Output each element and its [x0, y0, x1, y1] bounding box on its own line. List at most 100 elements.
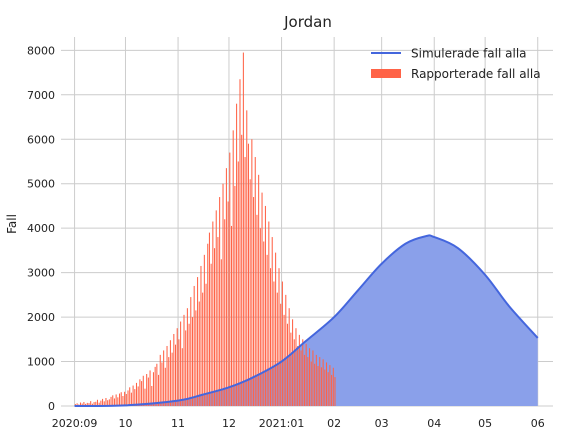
reported-bar: [331, 374, 333, 406]
reported-bar: [168, 357, 170, 406]
reported-bar: [315, 354, 317, 406]
reported-bars-layer: [74, 52, 336, 407]
reported-bar: [317, 365, 319, 406]
reported-bar: [79, 402, 82, 406]
reported-bar: [230, 225, 233, 406]
reported-bar: [312, 350, 314, 406]
reported-bar: [324, 369, 326, 406]
reported-bar: [298, 334, 300, 406]
x-tick-label: 2020:09: [52, 417, 98, 430]
reported-bar: [100, 400, 102, 406]
reported-bar: [276, 292, 278, 406]
y-tick-label: 6000: [27, 133, 55, 146]
reported-bar: [288, 308, 290, 406]
y-tick-label: 7000: [27, 89, 55, 102]
reported-bar: [278, 268, 280, 406]
x-tick-label: 02: [327, 417, 341, 430]
reported-bar: [256, 214, 258, 406]
x-tick-label: 03: [375, 417, 389, 430]
y-tick-label: 1000: [27, 356, 55, 369]
reported-bar: [205, 283, 207, 406]
reported-bar: [293, 339, 295, 406]
reported-bar: [246, 110, 248, 407]
reported-bar: [285, 294, 287, 406]
reported-bar: [327, 372, 329, 406]
reported-bar: [202, 292, 204, 406]
reported-bar: [269, 268, 272, 406]
reported-bar: [156, 363, 158, 406]
reported-bar: [198, 301, 200, 406]
x-tick-label: 12: [222, 417, 236, 430]
legend-label-simulated: Simulerade fall alla: [411, 47, 527, 61]
reported-bar: [159, 354, 161, 406]
reported-bar: [249, 179, 251, 406]
reported-bar: [195, 310, 197, 406]
simulated-area: [74, 235, 538, 406]
x-tick-label: 06: [531, 417, 545, 430]
reported-bar: [329, 365, 331, 406]
reported-bar: [169, 340, 171, 406]
reported-bar: [212, 221, 214, 406]
reported-bar: [154, 366, 156, 406]
reported-bar: [219, 197, 221, 406]
reported-bar: [127, 390, 129, 406]
reported-bar: [320, 367, 322, 406]
reported-bar: [166, 345, 168, 406]
reported-bar: [142, 375, 144, 406]
reported-bar: [107, 400, 109, 406]
reported-bar: [242, 52, 244, 406]
reported-bar: [237, 161, 239, 406]
reported-bar: [178, 339, 180, 406]
reported-bar: [76, 403, 78, 406]
legend-label-reported: Rapporterade fall alla: [411, 67, 541, 81]
reported-bar: [174, 344, 177, 406]
reported-bar: [197, 277, 199, 406]
chart-title: Jordan: [283, 13, 332, 31]
reported-bar: [132, 385, 134, 406]
reported-bar: [81, 403, 83, 406]
reported-bar: [319, 357, 321, 406]
reported-bar: [119, 393, 121, 406]
reported-bar: [253, 197, 255, 406]
reported-bar: [220, 259, 222, 406]
reported-bar: [208, 232, 210, 406]
reported-bar: [310, 361, 312, 406]
reported-bar: [95, 401, 97, 406]
y-tick-label: 8000: [27, 44, 55, 57]
reported-bar: [217, 237, 219, 406]
reported-bar: [232, 130, 234, 406]
reported-bar: [227, 201, 229, 406]
reported-bar: [247, 143, 249, 406]
reported-bar: [200, 265, 202, 406]
reported-bar: [96, 399, 99, 406]
reported-bar: [297, 345, 299, 406]
reported-bar: [141, 381, 143, 406]
reported-bar: [129, 387, 131, 406]
reported-bar: [86, 402, 88, 406]
reported-bar: [113, 398, 115, 406]
reported-bar: [268, 221, 270, 406]
reported-bar: [134, 389, 136, 406]
reported-bar: [261, 192, 263, 406]
reported-bar: [286, 323, 289, 406]
reported-bar: [264, 205, 266, 406]
reported-bar: [122, 395, 124, 406]
y-tick-label: 5000: [27, 178, 55, 191]
y-axis-title: Fall: [5, 214, 19, 234]
reported-bar: [229, 152, 231, 406]
reported-bar: [203, 254, 205, 406]
y-tick-label: 3000: [27, 267, 55, 280]
simulated-line: [74, 234, 539, 407]
reported-bar: [210, 263, 212, 406]
reported-bar: [273, 281, 275, 406]
x-tick-label: 04: [427, 417, 441, 430]
y-tick-label: 0: [48, 400, 55, 413]
reported-bar: [300, 350, 302, 406]
reported-bar: [251, 139, 253, 407]
y-axis-ticks: 0 1000 2000 3000 4000 5000 6000 7000 8000: [27, 44, 55, 413]
reported-bar: [222, 183, 224, 406]
reported-bar: [152, 372, 154, 406]
reported-bar: [280, 303, 282, 406]
reported-bar: [263, 241, 265, 406]
reported-bar: [103, 401, 105, 406]
